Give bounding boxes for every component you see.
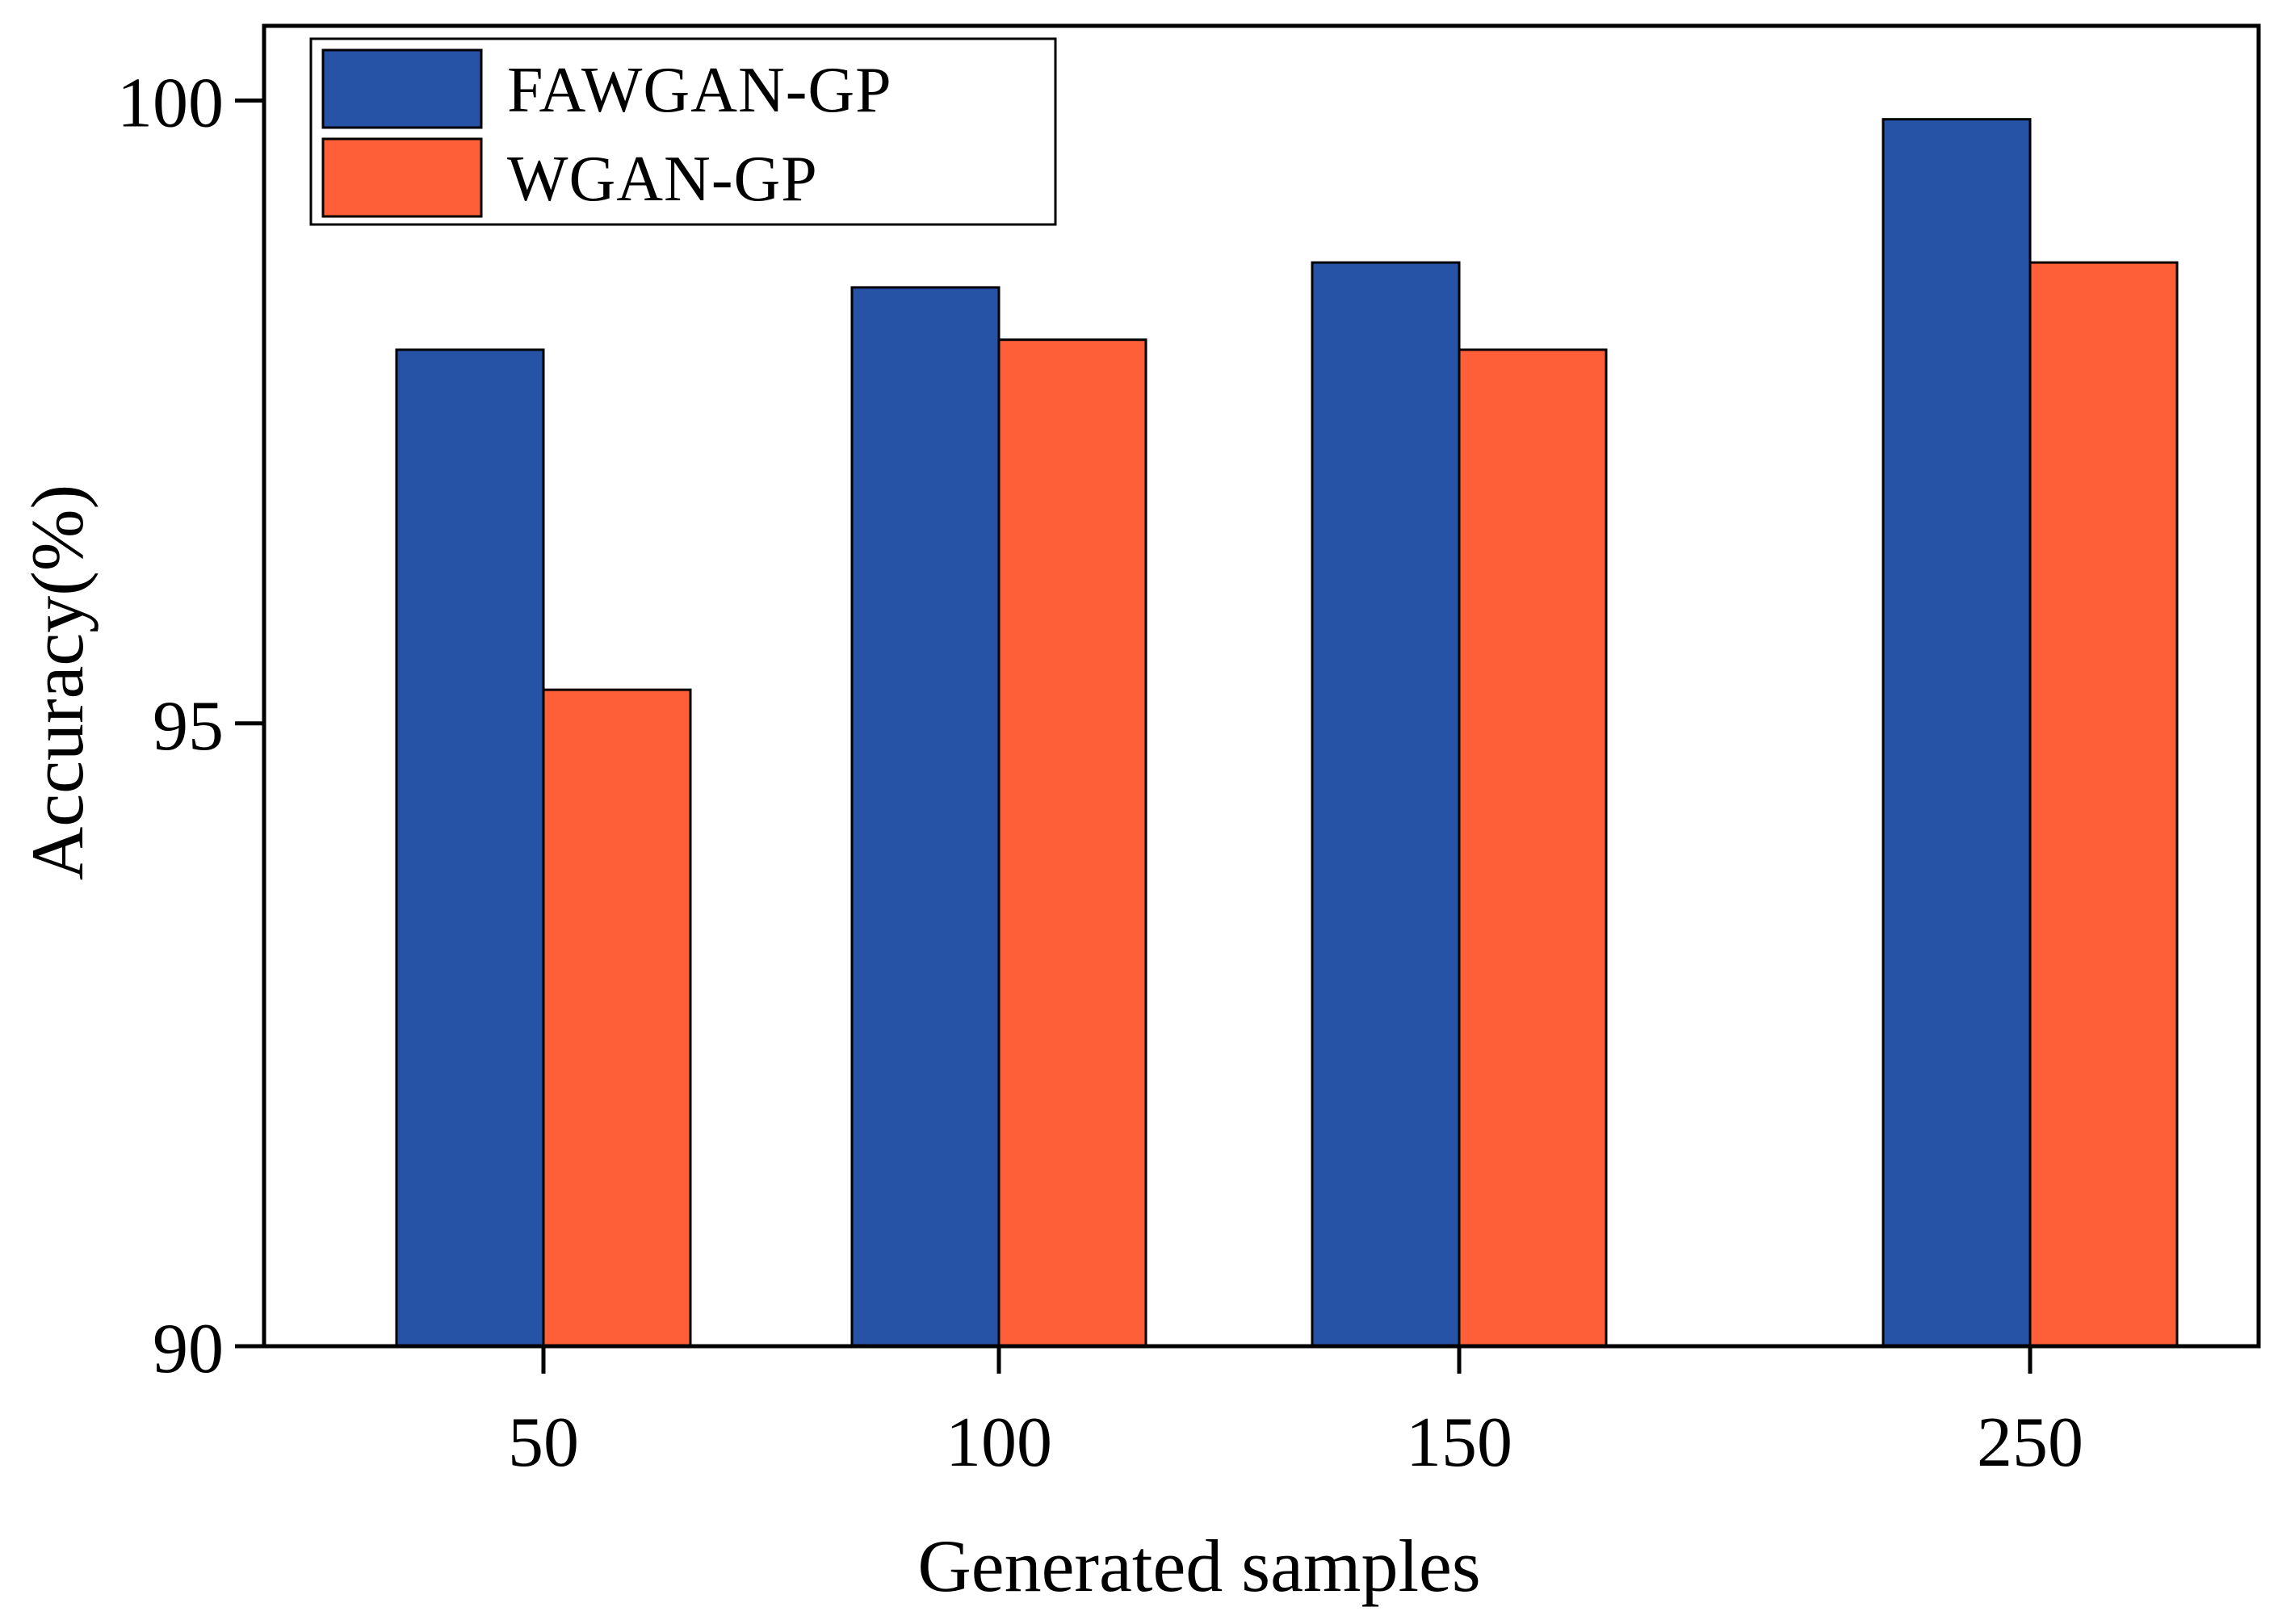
x-tick-label-250: 250 bbox=[1977, 1404, 2083, 1482]
x-axis-title: Generated samples bbox=[917, 1525, 1480, 1607]
bar-fawgan-gp-50 bbox=[395, 348, 545, 1348]
bar-fawgan-gp-150 bbox=[1311, 261, 1461, 1348]
bar-fawgan-gp-100 bbox=[850, 286, 1001, 1348]
plot-frame bbox=[262, 23, 2261, 1349]
axes-layer bbox=[262, 23, 2261, 1349]
legend-swatch-fawgan-gp bbox=[321, 48, 483, 129]
y-tick-label-100: 100 bbox=[117, 65, 224, 143]
y-tick-label-95: 95 bbox=[153, 687, 224, 766]
bar-wgan-gp-100 bbox=[997, 338, 1147, 1348]
legend-label-wgan-gp: WGAN-GP bbox=[507, 144, 818, 215]
legend-label-fawgan-gp: FAWGAN-GP bbox=[507, 55, 892, 126]
x-tick-label-150: 150 bbox=[1406, 1404, 1512, 1482]
y-ticks-layer: 90 95 100 bbox=[117, 65, 264, 1388]
x-tick-label-100: 100 bbox=[946, 1404, 1052, 1482]
bar-wgan-gp-150 bbox=[1458, 348, 1608, 1348]
bar-wgan-gp-50 bbox=[542, 688, 692, 1348]
x-tick-label-50: 50 bbox=[508, 1404, 579, 1482]
bar-fawgan-gp-250 bbox=[1882, 118, 2032, 1348]
bars-layer bbox=[395, 118, 2179, 1348]
legend-swatch-wgan-gp bbox=[321, 137, 483, 218]
legend: FAWGAN-GP WGAN-GP bbox=[309, 37, 1057, 226]
bar-wgan-gp-250 bbox=[2028, 261, 2179, 1348]
y-tick-label-90: 90 bbox=[153, 1310, 224, 1388]
x-ticks-layer: 50 100 150 250 bbox=[508, 1346, 2083, 1482]
y-axis-title: Accuracy(%) bbox=[16, 485, 99, 880]
